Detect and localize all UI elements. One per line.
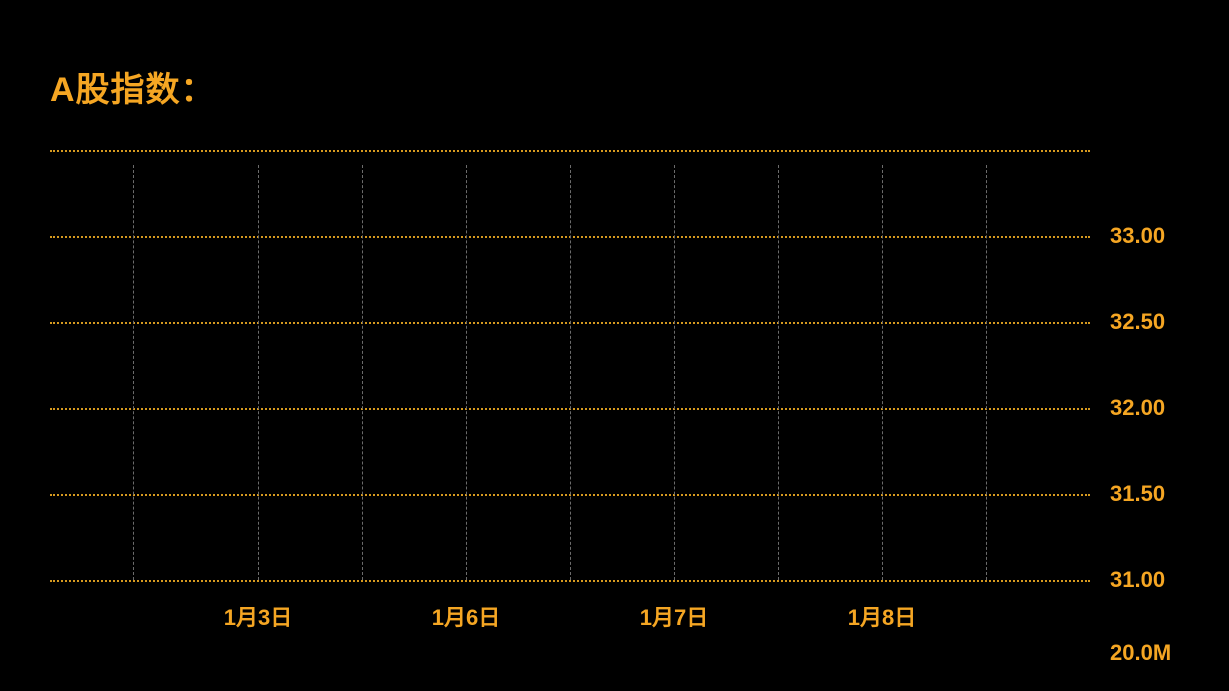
- vgrid-line: [674, 165, 675, 580]
- x-axis-tick-label: 1月8日: [848, 600, 916, 632]
- vgrid-line: [986, 165, 987, 580]
- vgrid-line: [133, 165, 134, 580]
- hgrid-line: [50, 150, 1090, 152]
- y-axis-tick-label: 32.50: [1110, 309, 1165, 335]
- hgrid-line: [50, 580, 1090, 582]
- vgrid-line: [570, 165, 571, 580]
- vgrid-line: [882, 165, 883, 580]
- x-axis-tick-label: 1月3日: [224, 600, 292, 632]
- vgrid-line: [258, 165, 259, 580]
- y-axis-tick-label: 33.00: [1110, 223, 1165, 249]
- y-axis-tick-label: 31.50: [1110, 481, 1165, 507]
- y-axis-tick-label: 31.00: [1110, 567, 1165, 593]
- x-axis-tick-label: 1月7日: [640, 600, 708, 632]
- volume-scale-label: 20.0M: [1110, 640, 1171, 666]
- chart-title: A股指数：: [50, 62, 216, 111]
- vgrid-line: [362, 165, 363, 580]
- vgrid-line: [466, 165, 467, 580]
- x-axis-tick-label: 1月6日: [432, 600, 500, 632]
- y-axis-tick-label: 32.00: [1110, 395, 1165, 421]
- vgrid-line: [778, 165, 779, 580]
- chart-plot-area: [50, 150, 1090, 580]
